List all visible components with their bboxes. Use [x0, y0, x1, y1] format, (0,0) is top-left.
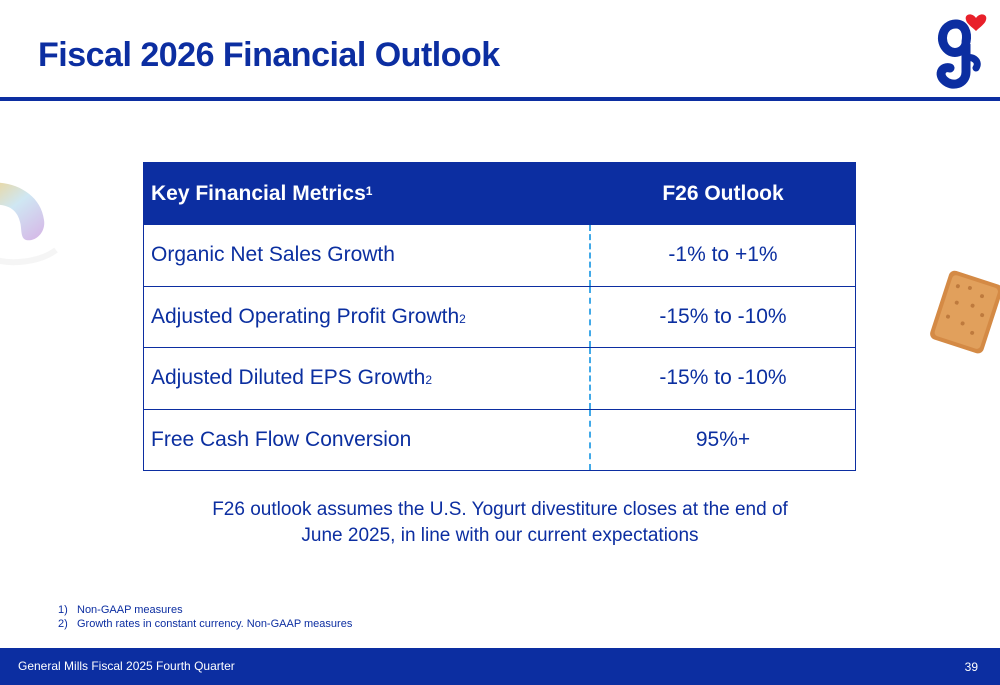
- footnote-ref: 2: [459, 311, 466, 326]
- metric-cell: Adjusted Diluted EPS Growth 2: [144, 348, 591, 409]
- footnote-text: Growth rates in constant currency. Non-G…: [77, 618, 353, 630]
- outlook-value: -15% to -10%: [659, 304, 787, 328]
- footer-bar: General Mills Fiscal 2025 Fourth Quarter…: [0, 648, 1000, 685]
- footnote-ref: 2: [425, 373, 432, 388]
- general-mills-logo-icon: [936, 14, 987, 89]
- footer-label: General Mills Fiscal 2025 Fourth Quarter: [18, 659, 235, 673]
- footnote-item: 1) Non-GAAP measures: [58, 603, 352, 617]
- cereal-loop-image-icon: [0, 182, 58, 266]
- header-metrics-label: Key Financial Metrics: [151, 181, 366, 205]
- note-line-1: F26 outlook assumes the U.S. Yogurt dive…: [212, 499, 788, 520]
- footnotes: 1) Non-GAAP measures 2) Growth rates in co…: [58, 603, 352, 631]
- financial-metrics-table: Key Financial Metrics1 F26 Outlook Organ…: [143, 162, 856, 471]
- metric-label: Organic Net Sales Growth: [151, 243, 395, 267]
- metric-cell: Free Cash Flow Conversion: [144, 409, 591, 470]
- outlook-value: -15% to -10%: [659, 366, 787, 390]
- table-row: Adjusted Diluted EPS Growth 2 -15% to -10…: [144, 347, 855, 409]
- footnote-item: 2) Growth rates in constant currency. Non…: [58, 617, 352, 631]
- cracker-cereal-image-icon: [930, 270, 1000, 354]
- outlook-value: -1% to +1%: [668, 243, 778, 267]
- outlook-assumption-note: F26 outlook assumes the U.S. Yogurt dive…: [180, 497, 820, 549]
- header-outlook: F26 Outlook: [662, 181, 784, 205]
- note-line-2: June 2025, in line with our current expe…: [301, 525, 699, 546]
- metric-label: Adjusted Operating Profit Growth: [151, 304, 460, 328]
- metric-cell: Adjusted Operating Profit Growth 2: [144, 286, 591, 347]
- outlook-value: 95%+: [695, 427, 751, 451]
- metric-cell: Organic Net Sales Growth: [144, 225, 591, 286]
- table-header: Key Financial Metrics1 F26 Outlook: [144, 163, 855, 224]
- footnote-text: Non-GAAP measures: [77, 604, 183, 616]
- table-row: Organic Net Sales Growth -1% to +1%: [144, 224, 855, 286]
- page-number: 39: [964, 660, 978, 674]
- page-title: Fiscal 2026 Financial Outlook: [38, 36, 500, 74]
- footnote-number: 2): [58, 618, 68, 630]
- header-metrics: Key Financial Metrics1: [144, 182, 591, 206]
- metric-label: Adjusted Diluted EPS Growth: [151, 366, 426, 390]
- footnote-ref: 1: [365, 183, 373, 198]
- footnote-number: 1): [58, 604, 68, 616]
- table-row: Free Cash Flow Conversion 95%+: [144, 408, 855, 470]
- header-divider: [0, 97, 1000, 101]
- table-row: Adjusted Operating Profit Growth 2 -15% t…: [144, 285, 855, 347]
- metric-label: Free Cash Flow Conversion: [151, 427, 412, 451]
